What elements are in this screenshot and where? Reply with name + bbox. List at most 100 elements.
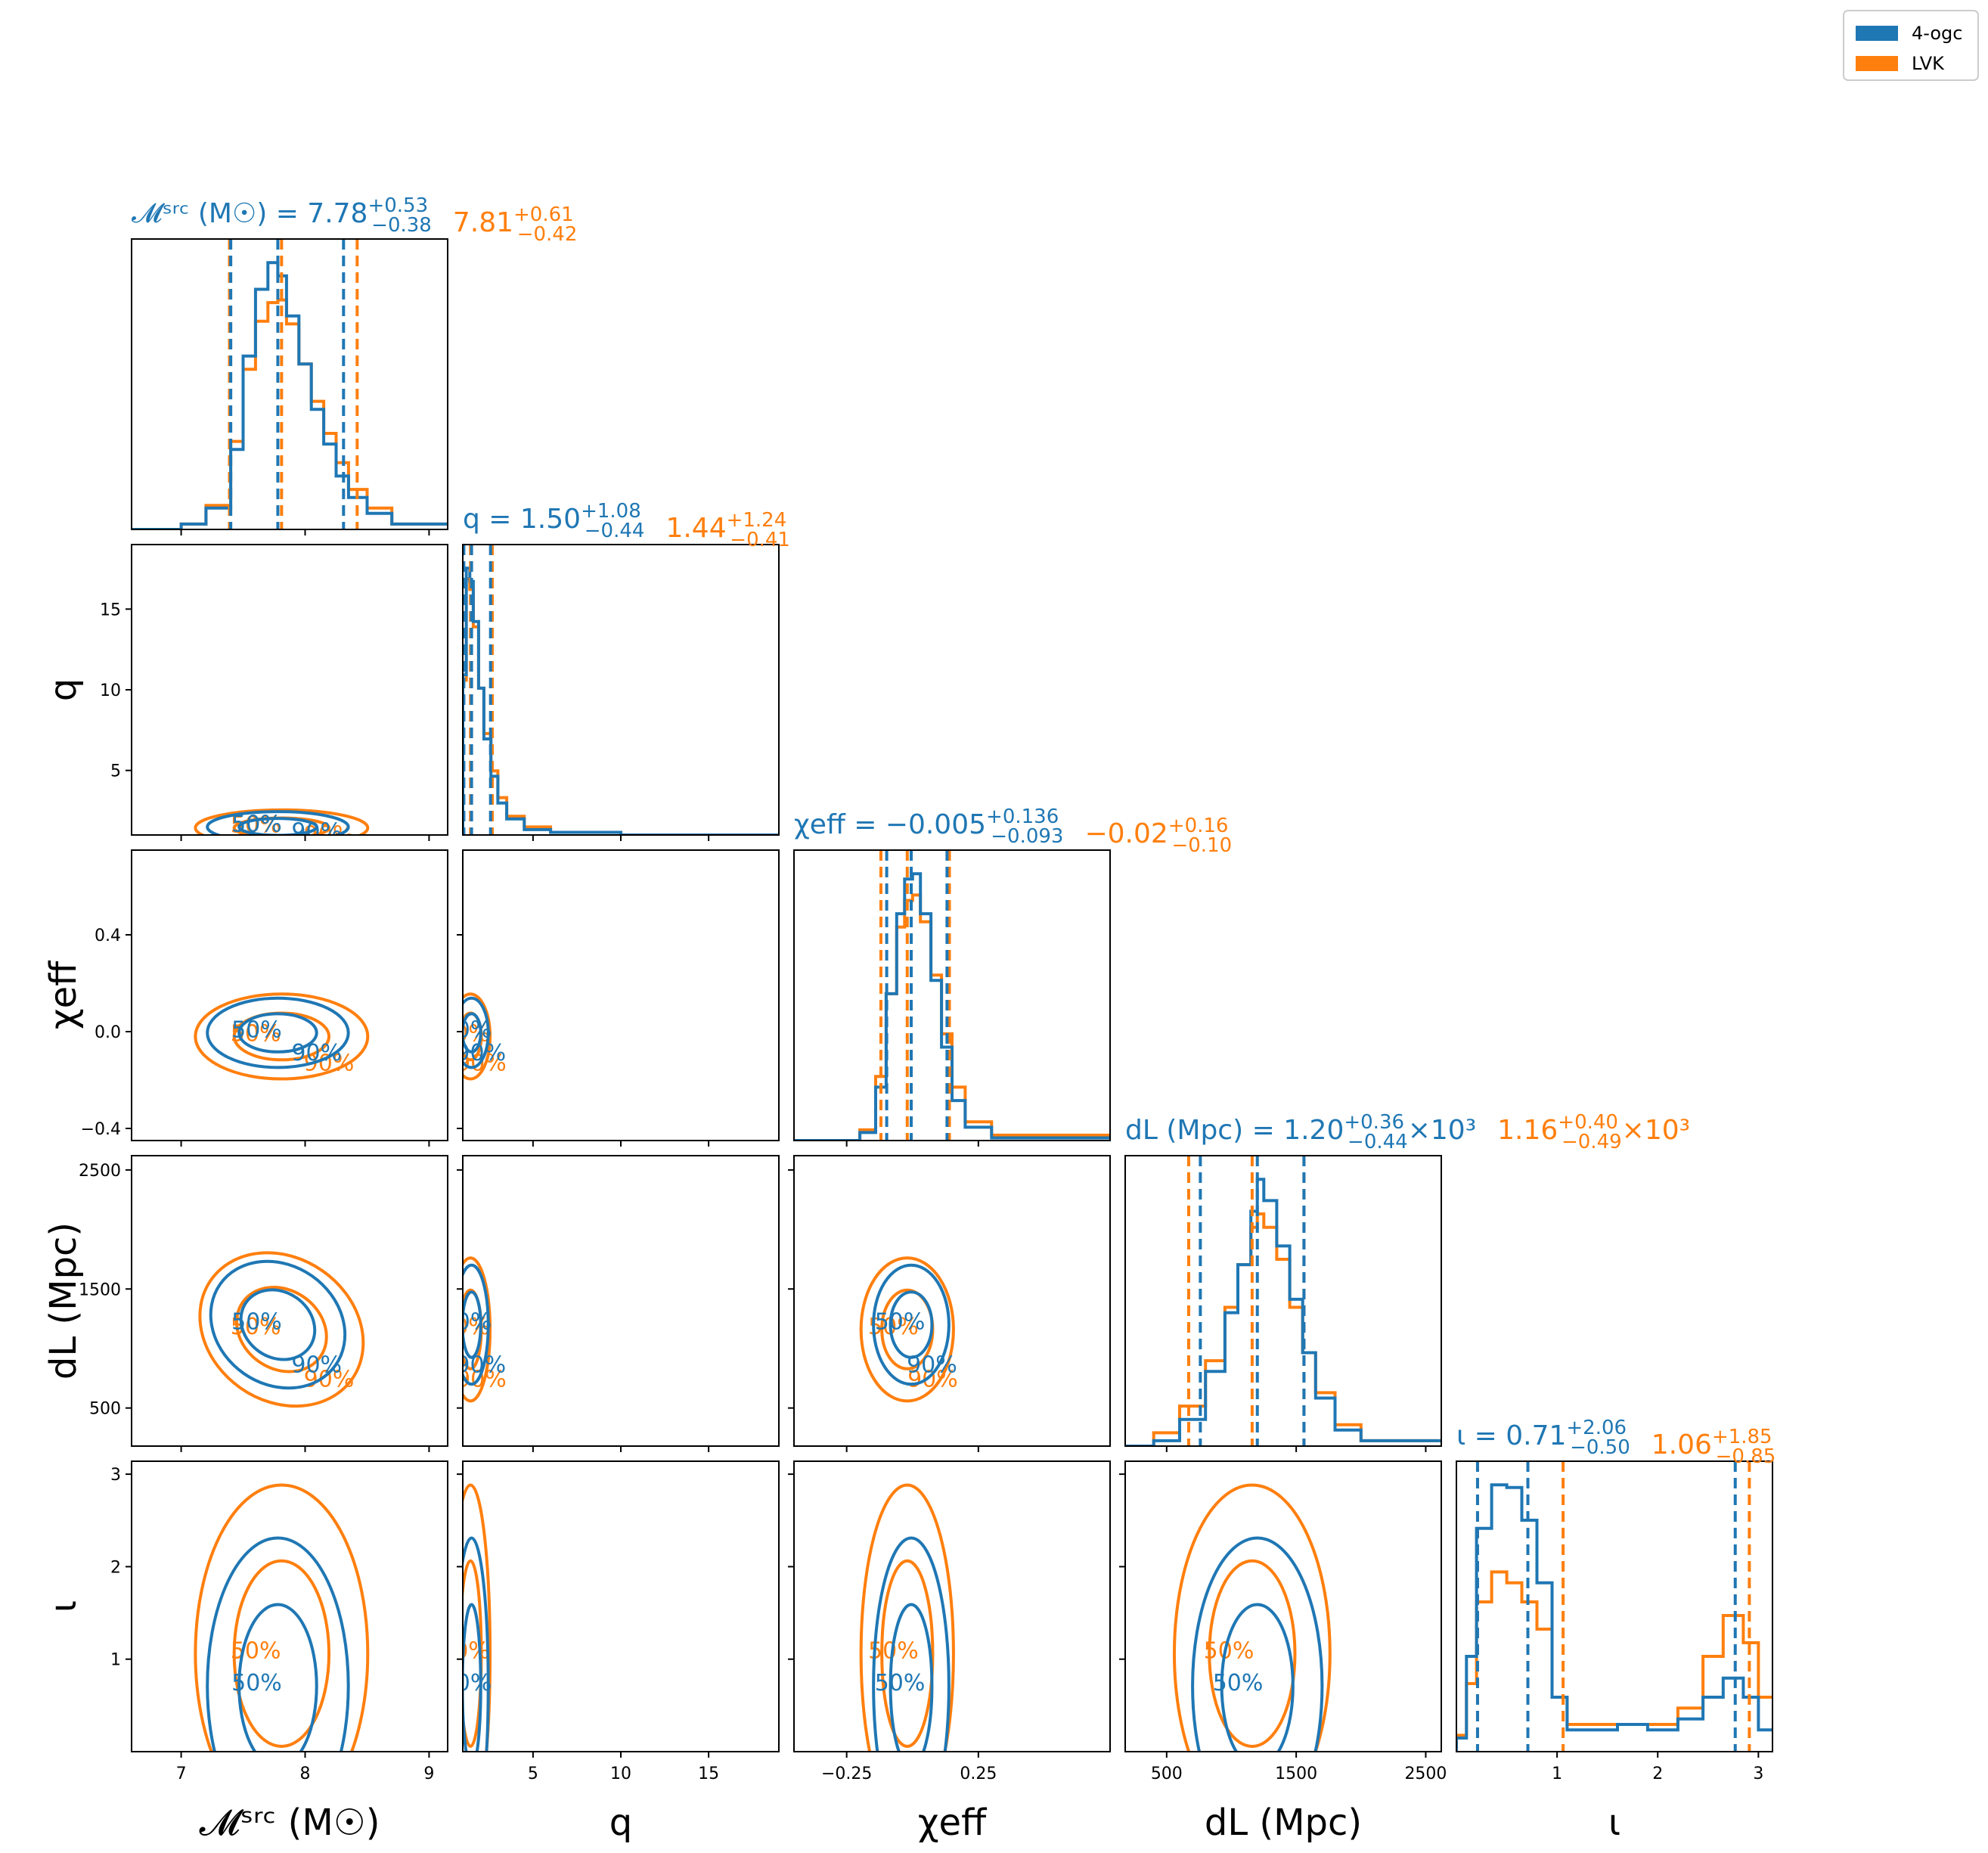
x-tick-label: 1500 bbox=[1275, 1765, 1317, 1783]
panel-frame bbox=[131, 849, 448, 1141]
panel-iota-iota: 1 2 3 bbox=[1456, 1460, 1773, 1783]
title-blue-plus: +0.136 bbox=[986, 805, 1059, 828]
panel-frame bbox=[131, 1460, 448, 1752]
contour-50-blue bbox=[237, 1012, 318, 1054]
panel-q-q bbox=[462, 544, 780, 841]
histogram-orange bbox=[794, 893, 1110, 1141]
contour-90-blue bbox=[872, 1263, 951, 1386]
title-iota: ι = 0.71+2.06 −0.50 1.06+1.85 −0.85 bbox=[1456, 1417, 1776, 1468]
title-mc: 𝓜ˢʳᶜ (M☉) = 7.78+0.53 −0.38 7.81+0.61 −0.42 bbox=[132, 194, 577, 246]
histogram-blue bbox=[132, 261, 448, 529]
contour-90-blue bbox=[209, 1259, 347, 1390]
contour-label-50-orange: 50% bbox=[868, 1314, 919, 1340]
y-tick-label: −0.4 bbox=[81, 1120, 121, 1139]
title-blue-minus: −0.093 bbox=[991, 825, 1063, 848]
title-orange-minus: −0.10 bbox=[1171, 834, 1232, 857]
contour-label-50-orange: 50% bbox=[439, 1314, 490, 1340]
contour-50-blue bbox=[237, 1603, 318, 1752]
legend: 4-ogc LVK bbox=[1843, 10, 1979, 81]
y-tick-label: 5 bbox=[110, 762, 121, 781]
contour-50-blue bbox=[1220, 1603, 1295, 1752]
contour-90-blue bbox=[463, 1263, 490, 1386]
contour-label-50-blue: 50% bbox=[231, 1670, 282, 1696]
contour-50-blue bbox=[237, 817, 318, 835]
contour-90-blue bbox=[206, 810, 350, 835]
panel-content: 50%90%50%90% bbox=[194, 1483, 370, 1752]
contour-90-orange bbox=[859, 1256, 955, 1403]
title-orange-plus: +0.61 bbox=[513, 203, 574, 226]
contour-90-orange bbox=[194, 1483, 370, 1752]
title-orange-suffix: ×10³ bbox=[1622, 1115, 1690, 1146]
legend-swatch-0 bbox=[1856, 26, 1898, 41]
x-tick-label: 2500 bbox=[1404, 1765, 1447, 1783]
y-tick-label: 1500 bbox=[79, 1280, 121, 1299]
contour-label-50-orange: 50% bbox=[231, 812, 281, 839]
x-tick-label: 7 bbox=[176, 1765, 187, 1783]
x-axis-label-chi: χeff bbox=[918, 1802, 987, 1844]
title-orange-median: 7.81 bbox=[453, 207, 513, 238]
panel-frame bbox=[1124, 1155, 1442, 1447]
contour-90-blue bbox=[463, 1536, 490, 1752]
contour-label-50-orange: 50% bbox=[231, 1314, 281, 1340]
contour-90-orange bbox=[194, 992, 370, 1081]
contour-90-orange bbox=[463, 992, 492, 1081]
contour-label-50-blue: 50% bbox=[442, 1308, 492, 1335]
panel-frame bbox=[131, 238, 448, 530]
contour-label-50-orange: 50% bbox=[439, 1637, 490, 1664]
histogram-orange bbox=[1125, 1212, 1441, 1446]
panel-content bbox=[1456, 1461, 1772, 1752]
y-tick-label: 0.0 bbox=[95, 1023, 121, 1042]
title-blue-minus: −0.38 bbox=[371, 214, 432, 237]
y-tick-label: 0.4 bbox=[95, 926, 121, 945]
panel-content: 50%90%50%90% bbox=[194, 808, 370, 839]
panel-chi-dl: 50% 90% 50% 90% bbox=[788, 1155, 1111, 1452]
panel-frame bbox=[793, 1460, 1111, 1752]
legend-label-0: 4-ogc bbox=[1912, 23, 1963, 44]
contour-label-90-orange: 90% bbox=[304, 1366, 355, 1392]
panel-content bbox=[132, 239, 448, 529]
panel-content: 50%90%50%90% bbox=[1173, 1483, 1332, 1752]
panel-frame bbox=[462, 544, 780, 836]
contour-90-blue bbox=[206, 996, 350, 1069]
contour-50-orange bbox=[234, 1286, 328, 1373]
title-blue-plus: +1.08 bbox=[581, 500, 641, 523]
panel-frame bbox=[1124, 1460, 1442, 1752]
y-axis-label-iota: ι bbox=[42, 1600, 85, 1612]
x-tick-label: 500 bbox=[1151, 1765, 1183, 1783]
panel-q-dl: 50% 90% 50% 90% bbox=[439, 1155, 780, 1452]
contour-50-orange bbox=[232, 1559, 331, 1748]
title-blue-plus: +0.53 bbox=[368, 194, 428, 217]
title-dl: dL (Mpc) = 1.20+0.36 −0.44×10³ 1.16+0.40 −0… bbox=[1125, 1111, 1690, 1153]
contour-label-50-blue: 50% bbox=[231, 811, 282, 837]
title-blue-minus: −0.44 bbox=[1348, 1131, 1408, 1153]
y-tick-label: 3 bbox=[110, 1466, 121, 1485]
contour-90-orange bbox=[859, 1483, 955, 1752]
contour-90-blue bbox=[872, 1536, 951, 1752]
contour-label-50-blue: 50% bbox=[231, 1017, 282, 1044]
contour-label-90-blue: 90% bbox=[291, 1352, 342, 1378]
contour-label-90-blue: 90% bbox=[455, 1352, 506, 1378]
x-tick-label: 10 bbox=[610, 1765, 631, 1783]
axis-labels-layer: 𝓜ˢʳᶜ (M☉) q q χeff χeff dL (Mpc) dL (Mpc) ι ι bbox=[42, 678, 1620, 1844]
title-orange-minus: −0.41 bbox=[730, 529, 790, 551]
contour-label-50-orange: 50% bbox=[231, 1637, 281, 1664]
contour-label-90-blue: 90% bbox=[455, 1040, 506, 1066]
title-blue-plus: +0.36 bbox=[1344, 1111, 1404, 1134]
contour-label-50-blue: 50% bbox=[442, 1017, 492, 1044]
panel-frame bbox=[131, 544, 448, 836]
panel-mc-q: 50% 90%50% 90% 5 10 15 bbox=[100, 544, 448, 841]
x-axis-label-iota: ι bbox=[1608, 1802, 1620, 1844]
panel-content: 50%90%50%90% bbox=[439, 1483, 492, 1752]
title-orange-minus: −0.85 bbox=[1716, 1445, 1776, 1468]
contour-label-90-blue: 90% bbox=[291, 1040, 342, 1066]
y-tick-label: 15 bbox=[100, 601, 121, 619]
y-tick-label: 2 bbox=[110, 1558, 121, 1577]
title-name: dL (Mpc) = 1.20 bbox=[1125, 1115, 1344, 1146]
y-tick-label: 10 bbox=[100, 681, 121, 700]
x-tick-label: 9 bbox=[423, 1765, 434, 1783]
y-tick-label: 2500 bbox=[79, 1162, 121, 1181]
contour-50-orange bbox=[1208, 1559, 1297, 1748]
title-name: ι = 0.71 bbox=[1456, 1420, 1566, 1451]
histogram-blue bbox=[794, 872, 1110, 1141]
